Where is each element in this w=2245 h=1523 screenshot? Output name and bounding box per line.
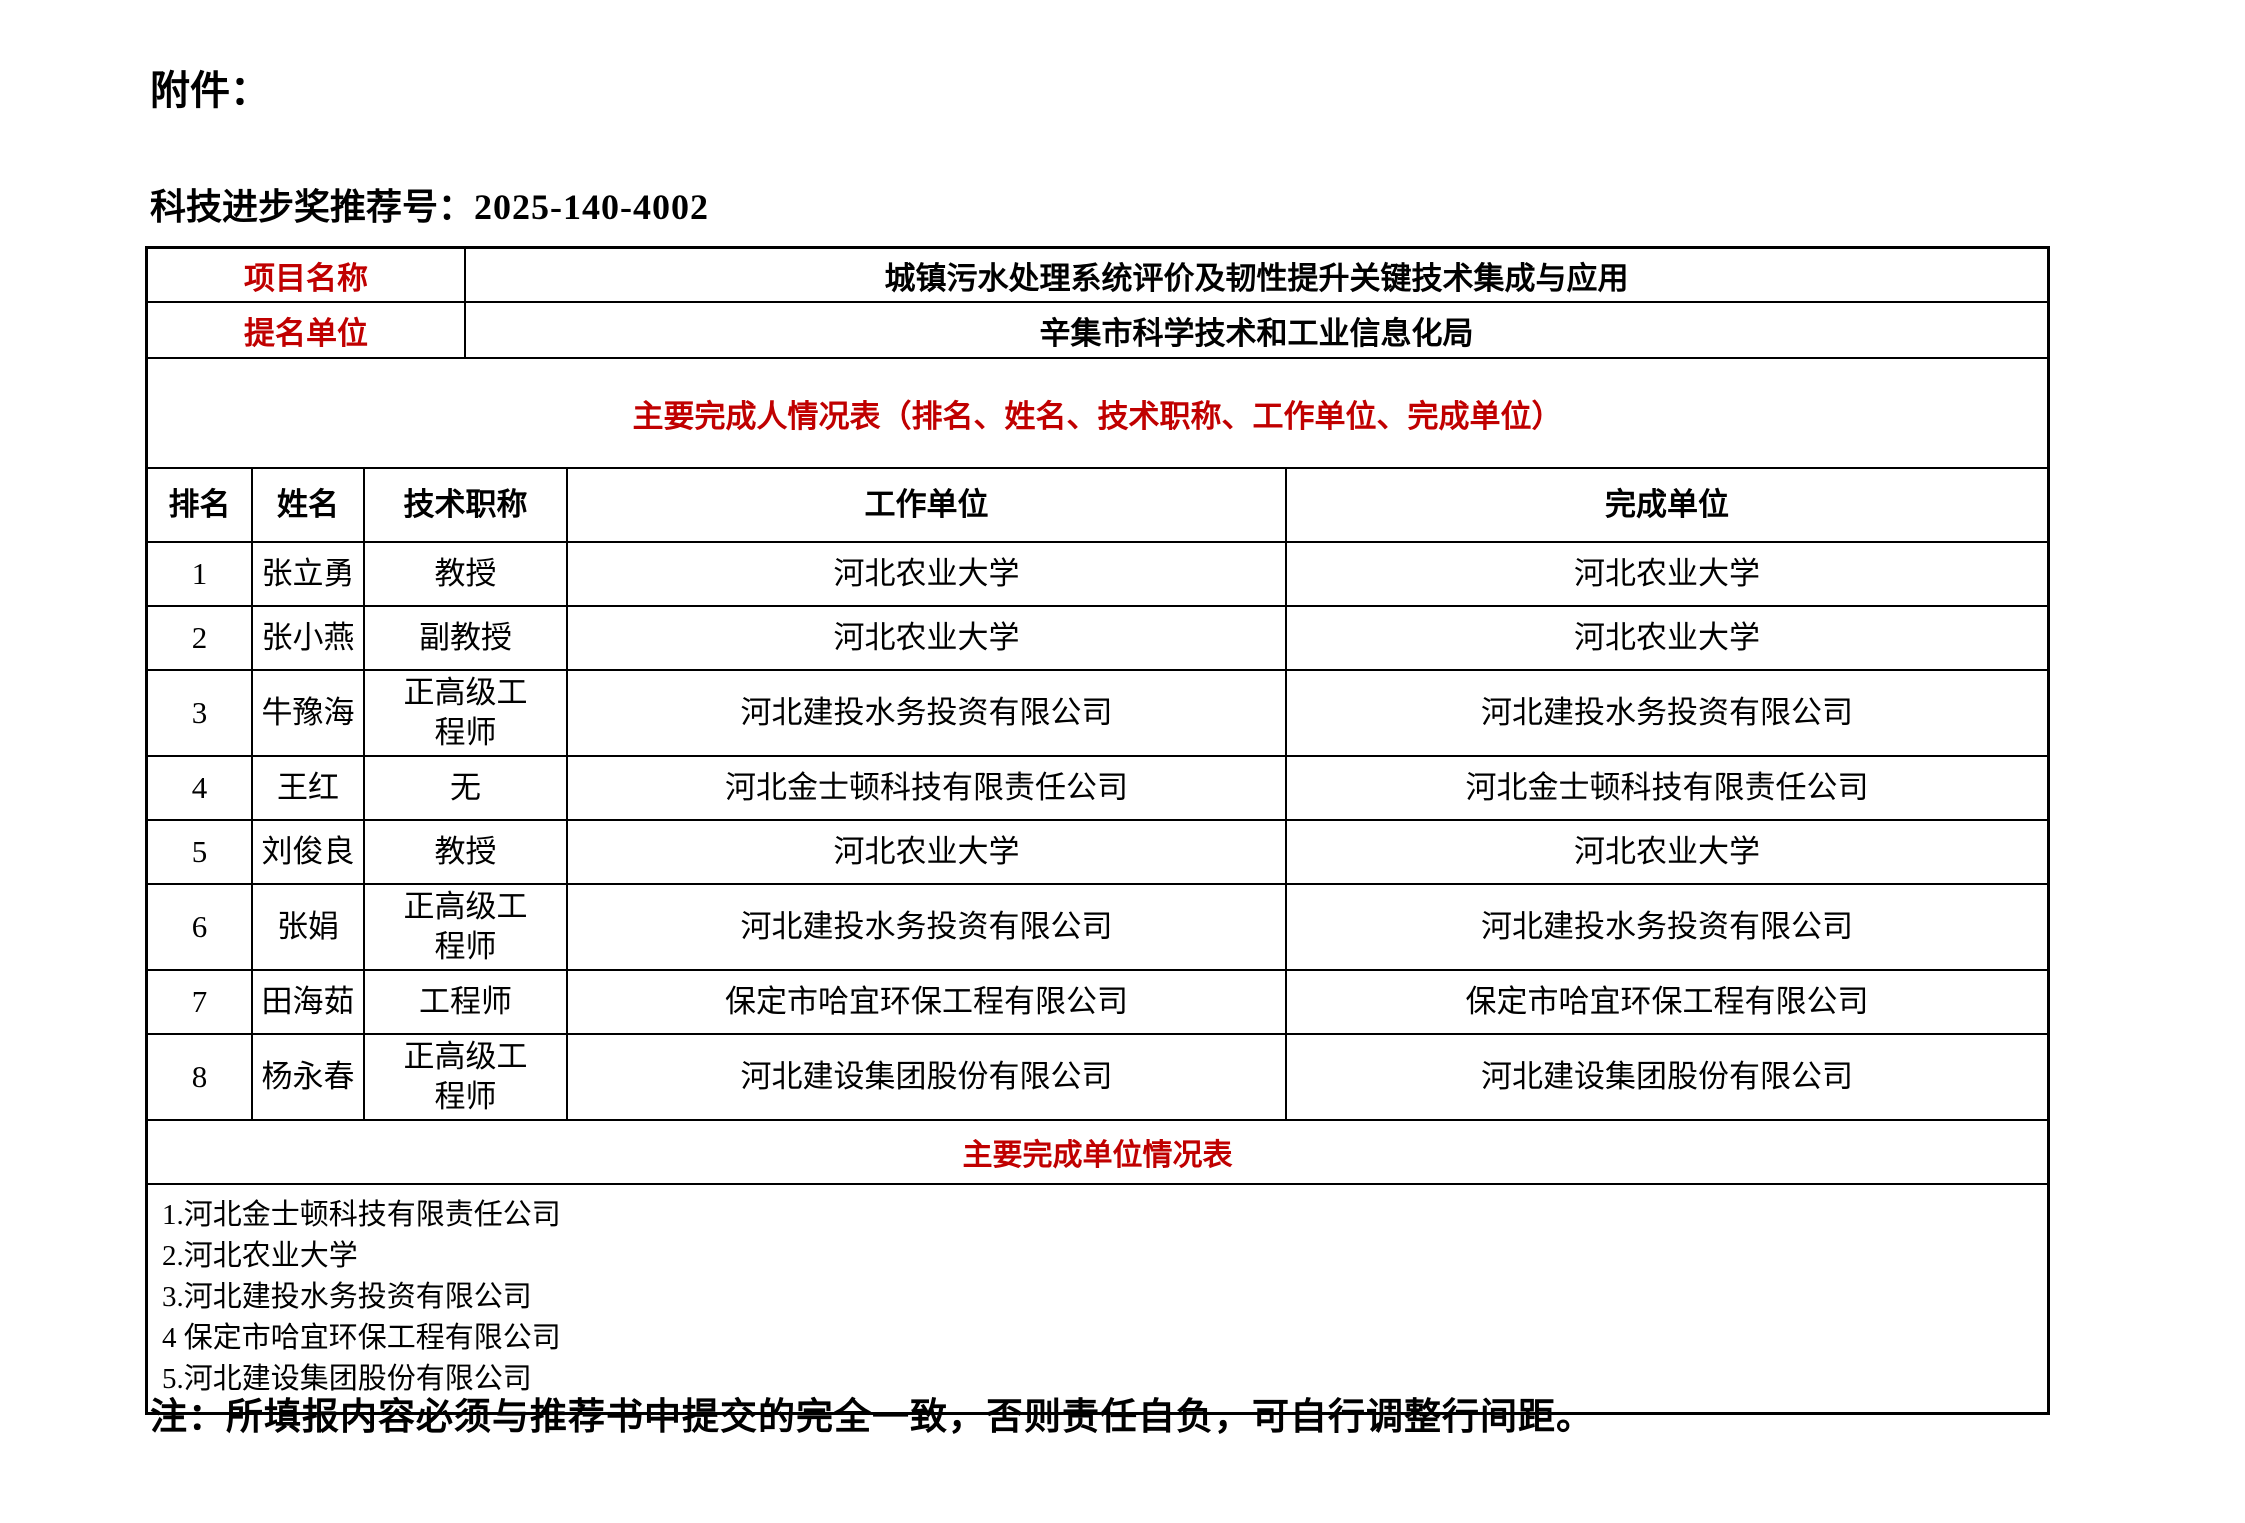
- table-row: 3 牛豫海 正高级工程师 河北建投水务投资有限公司 河北建投水务投资有限公司: [147, 669, 2048, 757]
- rank-cell: 4: [147, 755, 253, 821]
- work-unit-cell: 河北建投水务投资有限公司: [566, 883, 1287, 971]
- recommendation-label: 科技进步奖推荐号：: [150, 187, 475, 227]
- rank-cell: 6: [147, 883, 253, 971]
- rank-cell: 1: [147, 541, 253, 607]
- work-unit-cell: 河北金士顿科技有限责任公司: [566, 755, 1287, 821]
- work-unit-cell: 河北农业大学: [566, 819, 1287, 885]
- name-cell: 田海茹: [251, 969, 365, 1035]
- column-header-name: 姓名: [251, 468, 365, 543]
- name-cell: 张立勇: [251, 541, 365, 607]
- people-table-wrap: 排名 姓名 技术职称 工作单位 完成单位 1 张立勇 教授 河北农业大学 河北农…: [147, 468, 2048, 1121]
- title-cell: 正高级工程师: [363, 669, 568, 757]
- people-table-header-row: 排名 姓名 技术职称 工作单位 完成单位: [147, 468, 2048, 543]
- work-unit-cell: 河北建设集团股份有限公司: [566, 1033, 1287, 1120]
- completion-unit-cell: 保定市哈宜环保工程有限公司: [1285, 969, 2048, 1035]
- unit-list-item: 4 保定市哈宜环保工程有限公司: [162, 1322, 561, 1354]
- unit-list-item: 1.河北金士顿科技有限责任公司: [162, 1199, 561, 1231]
- nominating-unit-label: 提名单位: [148, 303, 466, 357]
- table-row: 4 王红 无 河北金士顿科技有限责任公司 河北金士顿科技有限责任公司: [147, 755, 2048, 821]
- people-table: 排名 姓名 技术职称 工作单位 完成单位 1 张立勇 教授 河北农业大学 河北农…: [147, 468, 2048, 1120]
- project-name-value: 城镇污水处理系统评价及韧性提升关键技术集成与应用: [884, 260, 1629, 296]
- work-unit-cell: 河北农业大学: [566, 541, 1287, 607]
- footer-note: 注：所填报内容必须与推荐书中提交的完全一致，否则责任自负，可自行调整行间距。: [150, 1397, 1594, 1438]
- table-row: 5 刘俊良 教授 河北农业大学 河北农业大学: [147, 819, 2048, 885]
- people-section-header: 主要完成人情况表（排名、姓名、技术职称、工作单位、完成单位）: [148, 359, 2047, 469]
- project-name-row: 项目名称 城镇污水处理系统评价及韧性提升关键技术集成与应用: [148, 249, 2047, 303]
- table-row: 8 杨永春 正高级工程师 河北建设集团股份有限公司 河北建设集团股份有限公司: [147, 1033, 2048, 1120]
- rank-cell: 3: [147, 669, 253, 757]
- column-header-title: 技术职称: [363, 468, 568, 543]
- completion-unit-cell: 河北农业大学: [1285, 541, 2048, 607]
- unit-list-item: 2.河北农业大学: [162, 1240, 358, 1272]
- column-header-work-unit: 工作单位: [566, 468, 1287, 543]
- nominating-unit-row: 提名单位 辛集市科学技术和工业信息化局: [148, 303, 2047, 359]
- title-cell: 副教授: [363, 605, 568, 671]
- title-cell: 教授: [363, 541, 568, 607]
- units-section-header: 主要完成单位情况表: [148, 1121, 2047, 1185]
- rank-cell: 8: [147, 1033, 253, 1120]
- title-cell: 教授: [363, 819, 568, 885]
- name-cell: 刘俊良: [251, 819, 365, 885]
- unit-list-item: 5.河北建设集团股份有限公司: [162, 1363, 532, 1395]
- unit-list-item: 3.河北建投水务投资有限公司: [162, 1281, 532, 1313]
- work-unit-cell: 河北农业大学: [566, 605, 1287, 671]
- title-cell: 正高级工程师: [363, 883, 568, 971]
- completion-unit-cell: 河北建投水务投资有限公司: [1285, 883, 2048, 971]
- table-row: 6 张娟 正高级工程师 河北建投水务投资有限公司 河北建投水务投资有限公司: [147, 883, 2048, 971]
- name-cell: 牛豫海: [251, 669, 365, 757]
- name-cell: 王红: [251, 755, 365, 821]
- units-list: 1.河北金士顿科技有限责任公司 2.河北农业大学 3.河北建投水务投资有限公司 …: [148, 1185, 2047, 1412]
- completion-unit-cell: 河北建设集团股份有限公司: [1285, 1033, 2048, 1120]
- recommendation-line: 科技进步奖推荐号：2025-140-4002: [150, 178, 709, 230]
- rank-cell: 7: [147, 969, 253, 1035]
- table-row: 1 张立勇 教授 河北农业大学 河北农业大学: [147, 541, 2048, 607]
- completion-unit-cell: 河北建投水务投资有限公司: [1285, 669, 2048, 757]
- nominating-unit-value: 辛集市科学技术和工业信息化局: [1039, 315, 1474, 351]
- table-row: 2 张小燕 副教授 河北农业大学 河北农业大学: [147, 605, 2048, 671]
- completion-unit-cell: 河北金士顿科技有限责任公司: [1285, 755, 2048, 821]
- name-cell: 张娟: [251, 883, 365, 971]
- column-header-completion-unit: 完成单位: [1285, 468, 2048, 543]
- work-unit-cell: 河北建投水务投资有限公司: [566, 669, 1287, 757]
- rank-cell: 5: [147, 819, 253, 885]
- title-cell: 正高级工程师: [363, 1033, 568, 1120]
- recommendation-number: 2025-140-4002: [474, 187, 709, 227]
- award-form-table: 项目名称 城镇污水处理系统评价及韧性提升关键技术集成与应用 提名单位 辛集市科学…: [145, 246, 2050, 1415]
- work-unit-cell: 保定市哈宜环保工程有限公司: [566, 969, 1287, 1035]
- title-cell: 工程师: [363, 969, 568, 1035]
- project-name-label: 项目名称: [148, 249, 466, 301]
- column-header-rank: 排名: [147, 468, 253, 543]
- name-cell: 杨永春: [251, 1033, 365, 1120]
- table-row: 7 田海茹 工程师 保定市哈宜环保工程有限公司 保定市哈宜环保工程有限公司: [147, 969, 2048, 1035]
- rank-cell: 2: [147, 605, 253, 671]
- title-cell: 无: [363, 755, 568, 821]
- name-cell: 张小燕: [251, 605, 365, 671]
- completion-unit-cell: 河北农业大学: [1285, 819, 2048, 885]
- completion-unit-cell: 河北农业大学: [1285, 605, 2048, 671]
- attachment-label: 附件：: [150, 69, 270, 113]
